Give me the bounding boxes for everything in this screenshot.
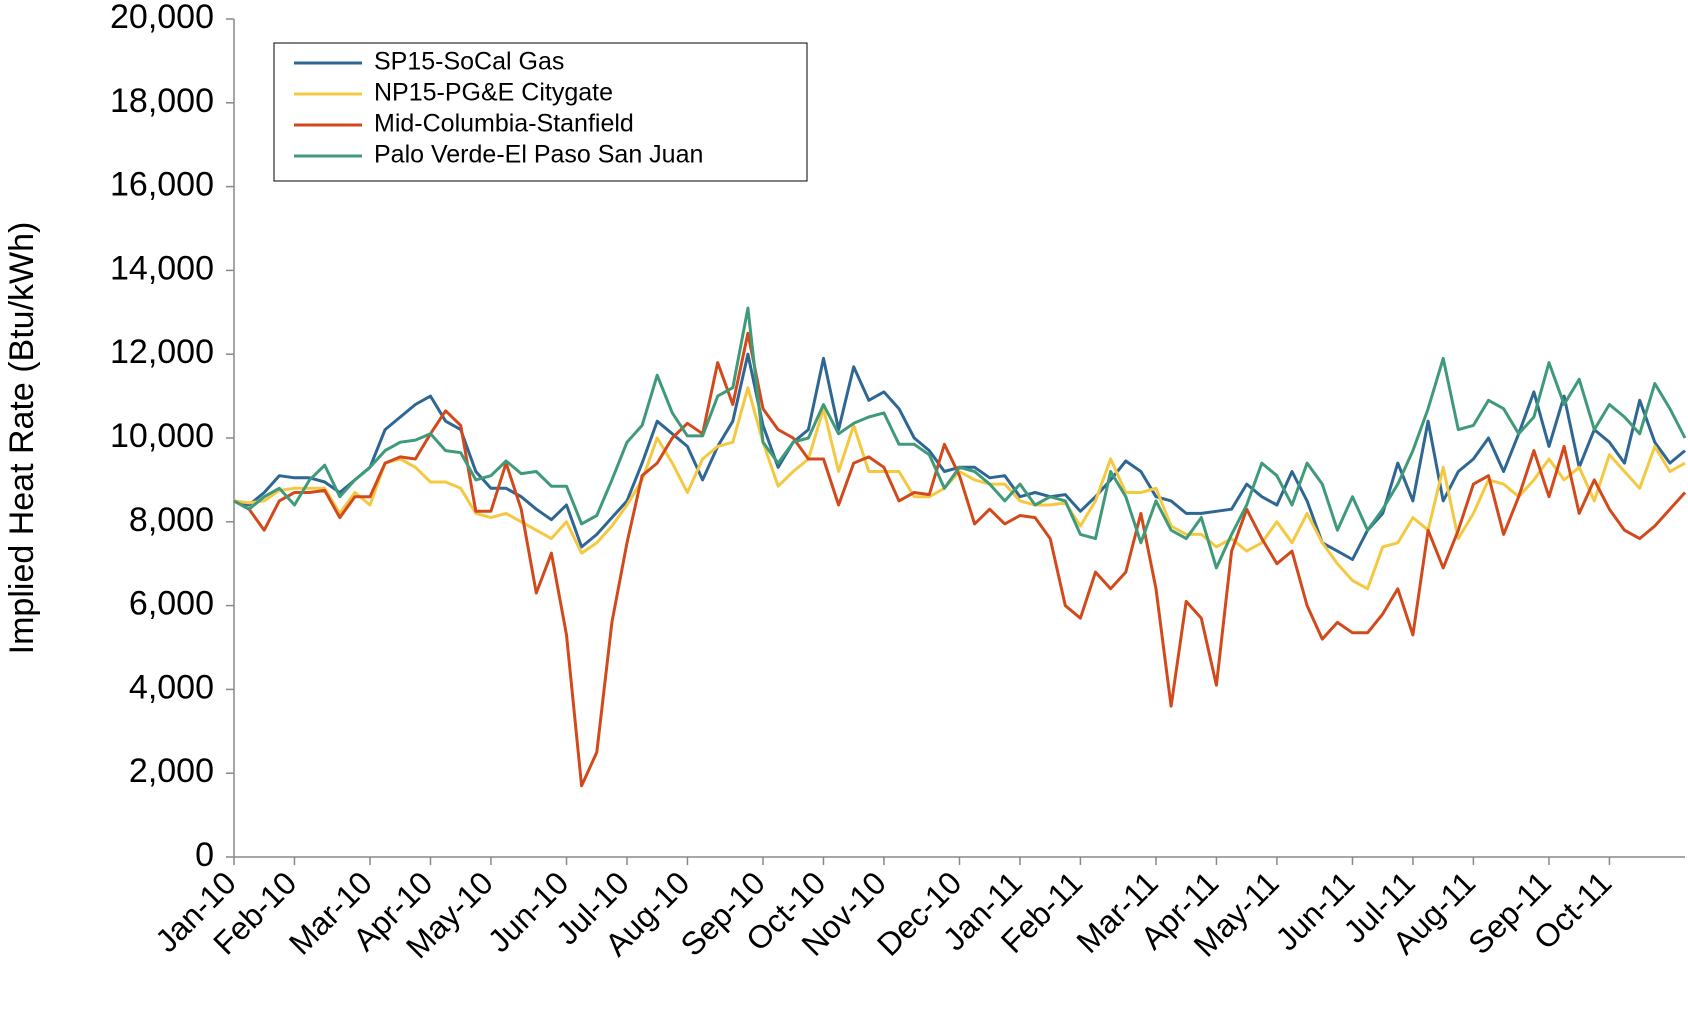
- legend-label: Mid-Columbia-Stanfield: [374, 110, 634, 138]
- y-tick-label: 2,000: [129, 752, 214, 790]
- y-tick-label: 20,000: [110, 0, 214, 36]
- y-tick-label: 8,000: [129, 501, 214, 539]
- legend-box: [273, 42, 808, 182]
- legend-label: NP15-PG&E Citygate: [374, 79, 613, 107]
- y-tick-label: 0: [195, 836, 214, 874]
- legend-label: Palo Verde-El Paso San Juan: [374, 141, 703, 169]
- series-line: [233, 306, 1687, 570]
- y-tick-label: 16,000: [110, 166, 214, 204]
- y-tick-label: 4,000: [129, 668, 214, 706]
- y-tick-label: 18,000: [110, 82, 214, 120]
- y-tick-label: 12,000: [110, 333, 214, 371]
- y-axis-label: Implied Heat Rate (Btu/kWh): [3, 222, 41, 655]
- y-tick-label: 10,000: [110, 417, 214, 455]
- y-tick-label: 6,000: [129, 585, 214, 623]
- series-line: [233, 386, 1686, 591]
- y-tick-label: 14,000: [110, 249, 214, 287]
- legend-label: SP15-SoCal Gas: [374, 48, 564, 76]
- series-line: [233, 331, 1687, 788]
